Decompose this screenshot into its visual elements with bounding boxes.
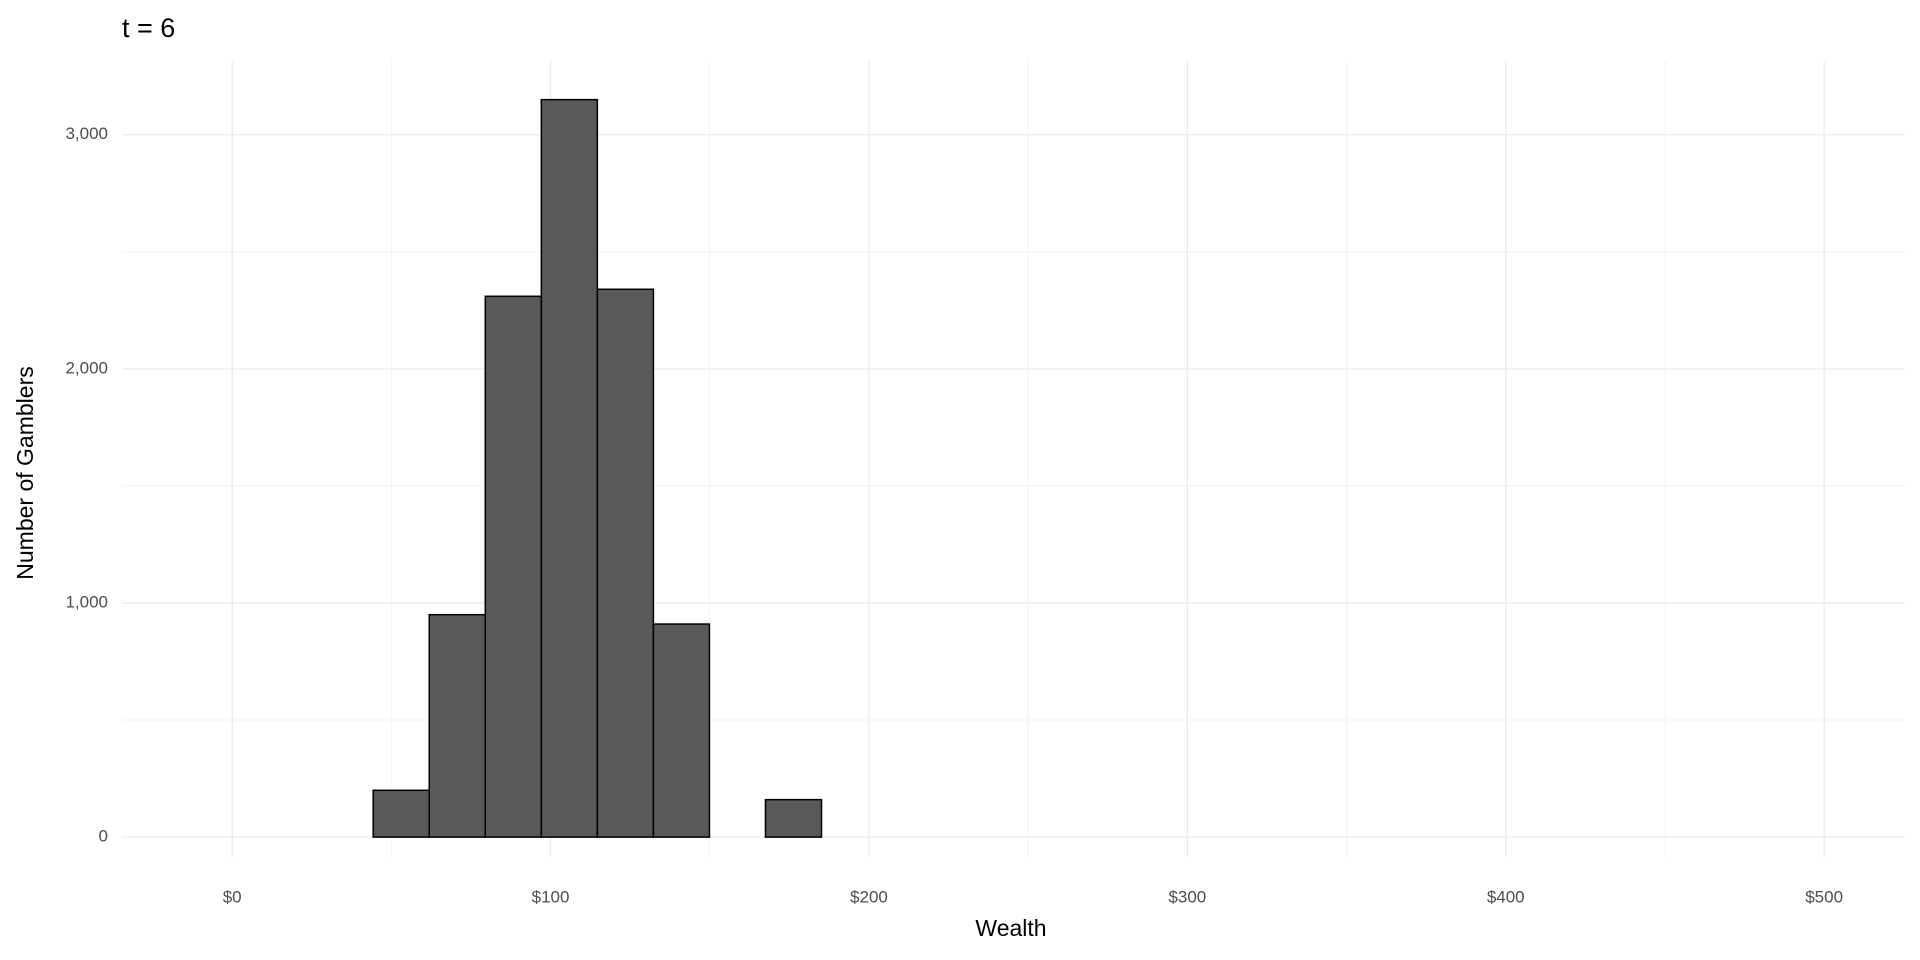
x-tick-label: $400: [1487, 887, 1525, 906]
y-tick-label: 2,000: [65, 358, 108, 377]
y-tick-label: 1,000: [65, 592, 108, 611]
grid: [122, 61, 1905, 857]
y-tick-label: 3,000: [65, 124, 108, 143]
x-tick-label: $500: [1805, 887, 1843, 906]
histogram-bar: [540, 98, 599, 838]
histogram-bar: [764, 798, 823, 838]
x-tick-label: $200: [850, 887, 888, 906]
histogram-bar: [428, 613, 487, 838]
y-axis-label: Number of Gamblers: [12, 366, 38, 579]
histogram-bar: [596, 288, 655, 838]
chart-title: t = 6: [122, 13, 175, 43]
x-tick-label: $0: [223, 887, 242, 906]
x-axis-label: Wealth: [975, 915, 1046, 941]
bars: [372, 98, 823, 838]
histogram-bar: [652, 623, 711, 838]
y-tick-label: 0: [99, 827, 108, 846]
histogram-bar: [372, 789, 430, 838]
x-tick-label: $100: [532, 887, 570, 906]
histogram-bar: [484, 295, 543, 838]
x-tick-label: $300: [1168, 887, 1206, 906]
